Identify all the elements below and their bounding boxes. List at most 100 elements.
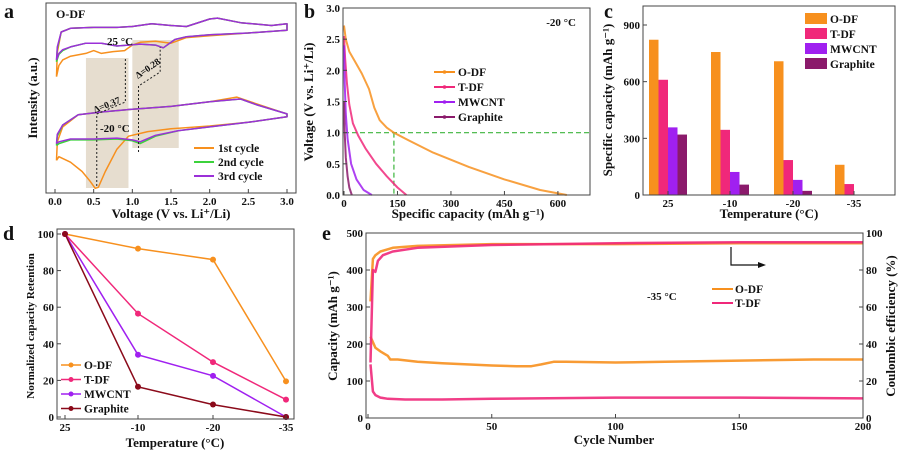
- discharge-curve-mwcnt: [343, 45, 373, 196]
- y-tick-label: 3.0: [326, 3, 340, 15]
- x-tick-label: 1.5: [164, 196, 178, 208]
- x-tick-label: -10: [131, 422, 146, 434]
- x-tick-label: 100: [607, 421, 624, 433]
- data-point-graphite: [210, 401, 216, 408]
- arrow-head-icon: [758, 262, 766, 268]
- legend-label-mwcnt: MWCNT: [830, 44, 877, 56]
- legend-marker-mwcnt: [442, 100, 447, 104]
- bar-o-df-35: [835, 164, 845, 195]
- y-tick-label: 80: [43, 266, 55, 278]
- data-point-t-df: [210, 359, 216, 366]
- x-tick-label: 25: [663, 198, 675, 210]
- y-tick-label-right: 40: [866, 339, 878, 351]
- retention-line-mwcnt: [64, 233, 287, 418]
- retention-line-t-df: [64, 233, 287, 401]
- y-tick-label-right: 60: [866, 302, 878, 314]
- data-point-graphite: [135, 383, 141, 390]
- y-axis-label-c: Specific capacity (mAh g⁻¹): [600, 24, 615, 177]
- legend-label-mwcnt: MWCNT: [84, 389, 131, 401]
- y-tick-label: 100: [347, 376, 364, 388]
- x-tick-label: -35: [847, 198, 862, 210]
- arrow-shaft: [730, 247, 758, 266]
- cv-curve-3rd-cycle-20c: [55, 98, 288, 145]
- y-axis-label-e: Capacity (mAh g⁻¹): [325, 271, 340, 381]
- x-tick-label: 2.0: [203, 196, 217, 208]
- legend-marker-t-df: [68, 377, 74, 382]
- x-tick-label: -20: [786, 198, 801, 210]
- panel-d: d 25 -10 -20 -35 0 20 40 60 80 100 O-DF T-DF MWCNT…: [3, 223, 295, 450]
- x-tick-label: 450: [496, 198, 513, 210]
- plot-frame-c: [642, 5, 896, 196]
- capacity-curve-t-df: [369, 364, 864, 401]
- bar-graphite-10: [739, 184, 749, 195]
- x-axis-label-e: Cycle Number: [574, 432, 655, 447]
- data-point-t-df: [283, 396, 289, 403]
- y-tick-label: 0: [358, 413, 364, 425]
- legend-label-graphite: Graphite: [458, 112, 503, 124]
- plot-frame-d: [56, 228, 295, 420]
- y-axis-label-right-e: Coulombic efficiency (%): [883, 255, 898, 397]
- y-tick-label: 200: [347, 339, 364, 351]
- legend-label-o-df: O-DF: [735, 284, 763, 296]
- y-axis-label-d: Normalized capacity Retention: [25, 253, 37, 398]
- bar-mwcnt-20: [793, 179, 803, 195]
- x-tick-label: 600: [550, 198, 567, 210]
- panel-c: c 25 -10 -20 -35 0 300 600 900 O-DF T-DF MWCNT Gr…: [600, 1, 896, 221]
- coulombic-efficiency-curve-t-df: [369, 241, 863, 363]
- annotation-minus35c: -35 °C: [647, 291, 677, 303]
- y-axis-label-a: Intensity (a.u.): [25, 57, 40, 138]
- delta-guide-028: [138, 47, 161, 152]
- bar-graphite-20: [802, 190, 812, 195]
- cv-curve-3rd-cycle-25c: [55, 17, 288, 61]
- legend-marker-t-df: [442, 85, 447, 89]
- legend-label-o-df: O-DF: [458, 67, 486, 79]
- retention-line-graphite: [64, 233, 287, 418]
- legend-label-t-df: T-DF: [458, 82, 484, 94]
- y-tick-label-right: 100: [866, 228, 883, 240]
- panel-b: b 0 150 300 450 600 0.0 0.5 1.0 1.5 2.0 2.5 3.0 -2…: [301, 1, 591, 221]
- x-tick-label: 3.0: [280, 196, 294, 208]
- y-tick-label: 2.0: [326, 65, 340, 77]
- y-tick-label-right: 20: [866, 376, 878, 388]
- x-tick-label: 2.5: [241, 196, 255, 208]
- panel-e: e 0 50 100 150 200 0 100 200 300 400 500 0 20 40 60 8…: [322, 223, 898, 447]
- legend-label-t-df: T-DF: [830, 29, 856, 41]
- legend-marker-mwcnt: [68, 391, 74, 397]
- y-tick-label: 0: [635, 190, 641, 202]
- annotation-minus20c: -20 °C: [100, 123, 130, 135]
- panel-label-c: c: [604, 1, 613, 23]
- legend-swatch-graphite: [805, 58, 827, 69]
- bar-o-df-20: [774, 61, 784, 196]
- legend-swatch-o-df: [805, 13, 827, 24]
- legend-label-graphite: Graphite: [84, 404, 129, 416]
- y-axis-label-b: Voltage (V vs. Li⁺/Li): [301, 43, 316, 162]
- data-point-mwcnt: [210, 372, 216, 379]
- x-tick-label: 150: [389, 198, 406, 210]
- discharge-curve-o-df: [343, 25, 567, 196]
- panel-a: a 0.0 0.5 1.0 1.5 2.0 2.5 3.0 O-DF 25 °C -20 °…: [4, 1, 297, 221]
- bar-t-df-35: [844, 184, 854, 195]
- data-point-o-df: [135, 245, 141, 252]
- x-axis-label-a: Voltage (V vs. Li⁺/Li): [112, 206, 231, 221]
- legend-label-o-df: O-DF: [830, 14, 858, 26]
- data-point-mwcnt: [135, 351, 141, 358]
- legend-swatch-t-df: [805, 28, 827, 39]
- x-tick-label: 300: [443, 198, 460, 210]
- delta-guide-037: [96, 58, 126, 186]
- y-tick-label: 0: [49, 412, 55, 424]
- panel-label-a: a: [4, 1, 14, 23]
- bar-mwcnt-10: [730, 171, 740, 195]
- bar-mwcnt-25: [668, 127, 678, 195]
- y-tick-label: 900: [624, 20, 641, 32]
- legend-marker-graphite: [68, 406, 74, 411]
- y-tick-label: 0.5: [326, 159, 340, 171]
- y-tick-label: 300: [624, 133, 641, 145]
- title-b: -20 °C: [546, 17, 576, 29]
- x-tick-label: 0: [365, 421, 371, 433]
- bar-t-df-25: [658, 79, 668, 195]
- y-tick-label: 20: [43, 375, 55, 387]
- data-point-o-df: [283, 378, 289, 385]
- discharge-curve-graphite: [343, 101, 353, 196]
- y-tick-label-right: 0: [866, 413, 872, 425]
- title-a: O-DF: [56, 7, 85, 21]
